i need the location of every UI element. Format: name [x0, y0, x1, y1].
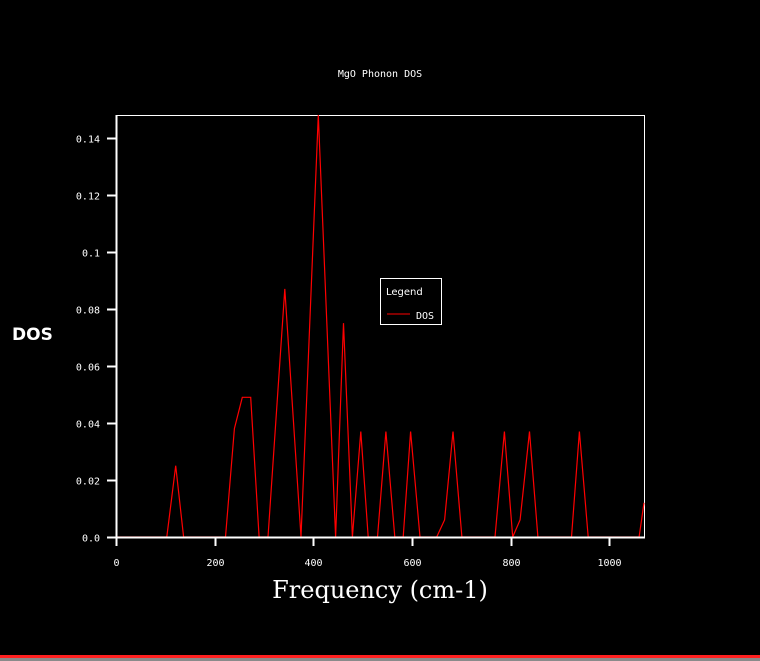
x-ticks: 0 200 400 600 800 1000 — [113, 537, 622, 569]
x-axis-label: Frequency (cm-1) — [272, 576, 488, 604]
bottom-border-red — [0, 655, 760, 658]
series-line-dos — [116, 114, 645, 538]
series-group — [115, 114, 645, 538]
y-tick-label: 0.14 — [76, 135, 100, 146]
bottom-border-gray — [0, 658, 760, 661]
y-tick-label: 0.08 — [76, 306, 100, 317]
y-tick-label: 0.02 — [76, 477, 100, 488]
y-tick-label: 0.1 — [82, 249, 100, 260]
x-tick-label: 0 — [113, 558, 119, 569]
x-tick-label: 200 — [206, 558, 224, 569]
x-tick-label: 400 — [304, 558, 322, 569]
y-ticks: 0.0 0.02 0.04 0.06 0.08 0.1 0.12 0.14 — [76, 135, 116, 545]
plot-frame — [116, 115, 645, 538]
x-tick-label: 800 — [502, 558, 520, 569]
x-tick-label: 600 — [403, 558, 421, 569]
y-tick-label: 0.0 — [82, 534, 100, 545]
legend-box — [380, 278, 442, 325]
y-axis-label: DOS — [12, 325, 53, 345]
legend: Legend DOS — [380, 278, 442, 325]
y-tick-label: 0.12 — [76, 192, 100, 203]
x-tick-label: 1000 — [597, 558, 621, 569]
legend-title: Legend — [386, 287, 423, 298]
y-tick-label: 0.04 — [76, 420, 100, 431]
y-tick-label: 0.06 — [76, 363, 100, 374]
legend-label-dos: DOS — [416, 311, 434, 322]
chart-title: MgO Phonon DOS — [338, 69, 422, 80]
